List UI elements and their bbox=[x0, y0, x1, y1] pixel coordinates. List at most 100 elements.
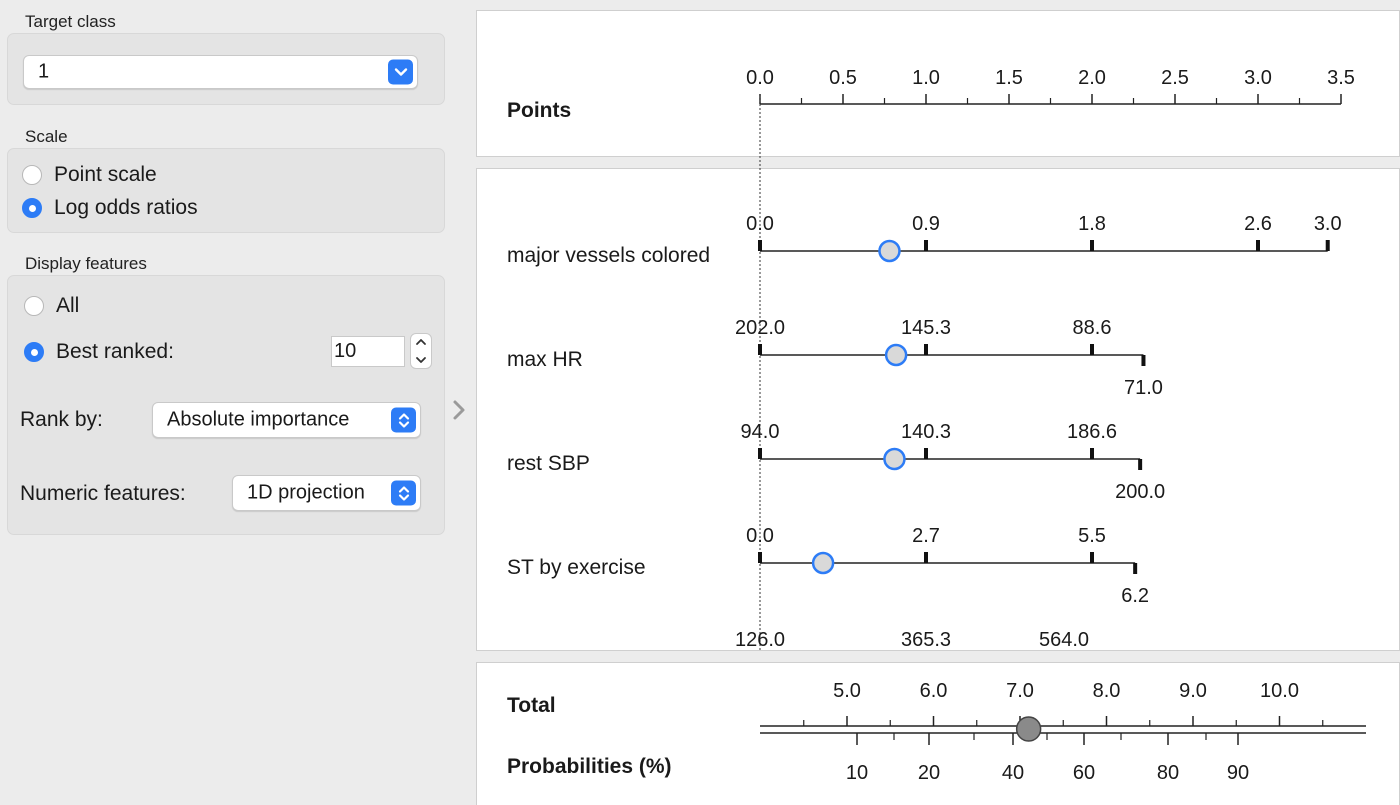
points-tick-label: 1.5 bbox=[995, 67, 1023, 89]
radio-circle bbox=[24, 296, 44, 316]
feature-row: rest SBP 94.0 140.3 186.6 200.0 bbox=[507, 421, 1165, 503]
chevron-updown-icon bbox=[391, 480, 416, 506]
target-class-select[interactable]: 1 bbox=[23, 55, 418, 89]
feature-tick bbox=[1090, 552, 1094, 563]
points-tick-label: 1.0 bbox=[912, 67, 940, 89]
feature-tick bbox=[1138, 459, 1143, 470]
radio-log-odds-label: Log odds ratios bbox=[54, 196, 198, 219]
radio-best-ranked[interactable]: Best ranked: bbox=[24, 340, 174, 364]
scale-group: Point scale Log odds ratios bbox=[7, 148, 445, 233]
chevron-right-icon[interactable] bbox=[450, 398, 468, 427]
rank-by-value: Absolute importance bbox=[167, 408, 350, 431]
feature-tick bbox=[924, 552, 928, 563]
best-ranked-count-input[interactable]: 10 bbox=[331, 336, 405, 367]
total-tick-label: 8.0 bbox=[1093, 680, 1121, 702]
radio-all-label: All bbox=[56, 294, 80, 317]
feature-tick bbox=[1090, 240, 1094, 251]
radio-all[interactable]: All bbox=[24, 294, 79, 318]
feature-tick-label: 0.0 bbox=[746, 213, 774, 235]
feature-tick bbox=[1090, 448, 1094, 459]
numeric-features-value: 1D projection bbox=[247, 481, 365, 504]
feature-value-marker[interactable] bbox=[878, 239, 901, 263]
probability-tick-label: 60 bbox=[1073, 762, 1095, 784]
feature-tick-label: 6.2 bbox=[1121, 585, 1149, 607]
feature-tick-label: 0.9 bbox=[912, 213, 940, 235]
total-tick-label: 6.0 bbox=[920, 680, 948, 702]
radio-circle-selected bbox=[22, 198, 42, 218]
radio-circle-selected bbox=[24, 342, 44, 362]
scale-label: Scale bbox=[25, 127, 68, 146]
total-tick-label: 10.0 bbox=[1260, 680, 1299, 702]
best-ranked-stepper[interactable] bbox=[410, 333, 432, 369]
feature-tick bbox=[1325, 240, 1330, 251]
cut-label: 564.0 bbox=[1039, 629, 1089, 651]
probability-tick-label: 20 bbox=[918, 762, 940, 784]
probability-tick-label: 80 bbox=[1157, 762, 1179, 784]
feature-row: ST by exercise 0.0 2.7 5.5 6.2 bbox=[507, 525, 1149, 607]
total-value-marker[interactable] bbox=[1015, 716, 1042, 742]
radio-log-odds[interactable]: Log odds ratios bbox=[22, 196, 198, 220]
feature-tick bbox=[924, 448, 928, 459]
points-tick-label: 3.0 bbox=[1244, 67, 1272, 89]
cut-label: 126.0 bbox=[735, 629, 785, 651]
total-axis: 5.0 6.0 7.0 8.0 9.0 10.0 10 20 40 60 80 90 bbox=[760, 680, 1366, 784]
features-panel bbox=[476, 168, 1400, 651]
feature-tick-label: 0.0 bbox=[746, 525, 774, 547]
chevron-down-icon bbox=[388, 59, 413, 85]
feature-row: major vessels colored 0.0 0.9 1.8 2.6 3.0 bbox=[507, 213, 1342, 267]
feature-label: ST by exercise bbox=[507, 556, 646, 579]
feature-row: max HR 202.0 145.3 88.6 71.0 bbox=[507, 317, 1163, 399]
feature-tick-label: 94.0 bbox=[741, 421, 780, 443]
cut-label: 365.3 bbox=[901, 629, 951, 651]
feature-tick-label: 71.0 bbox=[1124, 377, 1163, 399]
feature-value-marker[interactable] bbox=[884, 343, 908, 367]
chevron-down-icon[interactable] bbox=[415, 355, 427, 365]
total-tick-label: 9.0 bbox=[1179, 680, 1207, 702]
feature-tick-label: 5.5 bbox=[1078, 525, 1106, 547]
feature-label: rest SBP bbox=[507, 452, 590, 475]
feature-tick-label: 88.6 bbox=[1073, 317, 1112, 339]
feature-tick-label: 3.0 bbox=[1314, 213, 1342, 235]
points-tick-label: 0.5 bbox=[829, 67, 857, 89]
rank-by-label: Rank by: bbox=[20, 408, 103, 431]
chevron-updown-icon bbox=[391, 407, 416, 433]
feature-tick-label: 140.3 bbox=[901, 421, 951, 443]
points-tick-label: 0.0 bbox=[746, 67, 774, 89]
probabilities-label: Probabilities (%) bbox=[507, 755, 672, 778]
feature-tick-label: 2.7 bbox=[912, 525, 940, 547]
display-features-group: All Best ranked: Rank by: Absolute impor… bbox=[7, 275, 445, 535]
feature-tick bbox=[1133, 563, 1138, 574]
feature-tick-label: 186.6 bbox=[1067, 421, 1117, 443]
feature-value-marker[interactable] bbox=[883, 447, 906, 471]
feature-tick-label: 200.0 bbox=[1115, 481, 1165, 503]
points-tick-label: 3.5 bbox=[1327, 67, 1355, 89]
total-tick-label: 7.0 bbox=[1006, 680, 1034, 702]
target-class-value: 1 bbox=[38, 60, 50, 83]
points-tick-label: 2.0 bbox=[1078, 67, 1106, 89]
numeric-features-select[interactable]: 1D projection bbox=[232, 475, 421, 511]
points-tick-label: 2.5 bbox=[1161, 67, 1189, 89]
feature-tick bbox=[1090, 344, 1094, 355]
feature-tick-label: 2.6 bbox=[1244, 213, 1272, 235]
feature-tick bbox=[1141, 355, 1146, 366]
numeric-features-label: Numeric features: bbox=[20, 482, 186, 505]
feature-tick bbox=[924, 344, 928, 355]
feature-label: max HR bbox=[507, 348, 583, 371]
feature-tick bbox=[1256, 240, 1260, 251]
probability-tick-label: 10 bbox=[846, 762, 868, 784]
feature-tick bbox=[758, 552, 762, 563]
control-panel: Target class 1 Scale Point scale Log odd… bbox=[0, 0, 452, 805]
chevron-up-icon[interactable] bbox=[415, 337, 427, 347]
radio-point-scale[interactable]: Point scale bbox=[22, 163, 157, 187]
points-panel bbox=[476, 10, 1400, 157]
points-axis: 0.0 0.5 1.0 1.5 2.0 2.5 3.0 3.5 bbox=[746, 67, 1355, 105]
total-tick-label: 5.0 bbox=[833, 680, 861, 702]
probability-tick-label: 90 bbox=[1227, 762, 1249, 784]
feature-tick bbox=[924, 240, 928, 251]
feature-tick-label: 202.0 bbox=[735, 317, 785, 339]
probability-tick-label: 40 bbox=[1002, 762, 1024, 784]
rank-by-select[interactable]: Absolute importance bbox=[152, 402, 421, 438]
points-label: Points bbox=[507, 99, 571, 122]
feature-value-marker[interactable] bbox=[811, 551, 835, 575]
feature-tick-label: 1.8 bbox=[1078, 213, 1106, 235]
